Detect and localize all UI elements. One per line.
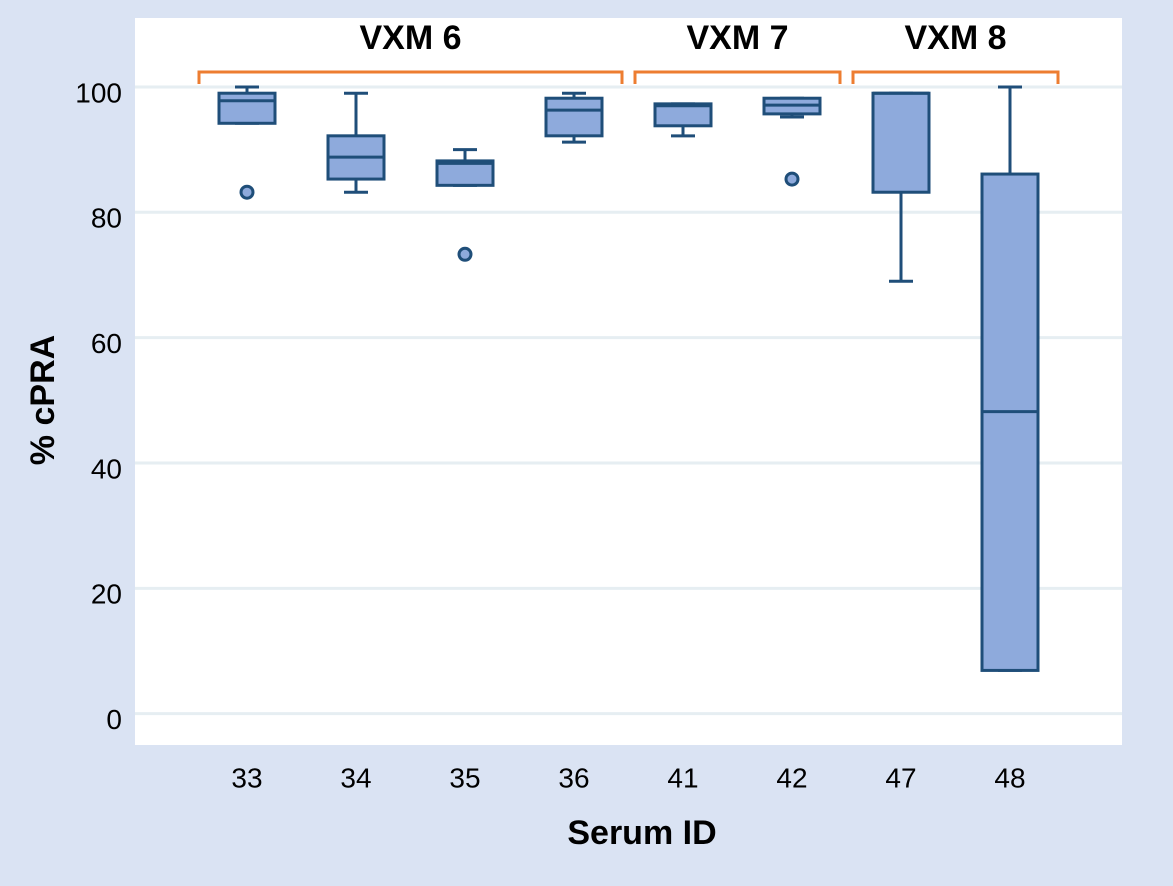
x-tick-label: 33 — [231, 762, 262, 793]
y-tick-label: 20 — [91, 579, 122, 610]
x-tick-label: 48 — [994, 762, 1025, 793]
x-tick-label: 42 — [776, 762, 807, 793]
y-axis-title: % cPRA — [24, 335, 62, 465]
x-tick-label: 41 — [667, 762, 698, 793]
y-tick-label: 40 — [91, 453, 122, 484]
group-label: VXM 6 — [359, 19, 461, 57]
plot-area — [135, 18, 1122, 745]
box — [980, 172, 1040, 672]
outlier — [784, 171, 800, 187]
y-tick-label: 100 — [75, 77, 122, 108]
x-tick-label: 35 — [449, 762, 480, 793]
group-bracket — [851, 70, 1060, 84]
box — [653, 102, 713, 128]
box — [871, 91, 931, 194]
group-label: VXM 8 — [904, 19, 1006, 57]
x-axis-title: Serum ID — [567, 814, 716, 852]
group-label: VXM 7 — [686, 19, 788, 57]
box — [544, 96, 604, 138]
y-tick-label: 0 — [106, 704, 122, 735]
group-bracket — [633, 70, 842, 84]
box — [217, 91, 277, 125]
x-tick-label: 47 — [885, 762, 916, 793]
outlier — [239, 184, 255, 200]
outlier — [457, 246, 473, 262]
y-tick-label: 80 — [91, 203, 122, 234]
box — [435, 159, 495, 187]
x-tick-label: 34 — [340, 762, 371, 793]
y-tick-label: 60 — [91, 328, 122, 359]
x-tick-label: 36 — [558, 762, 589, 793]
group-bracket — [197, 70, 624, 84]
